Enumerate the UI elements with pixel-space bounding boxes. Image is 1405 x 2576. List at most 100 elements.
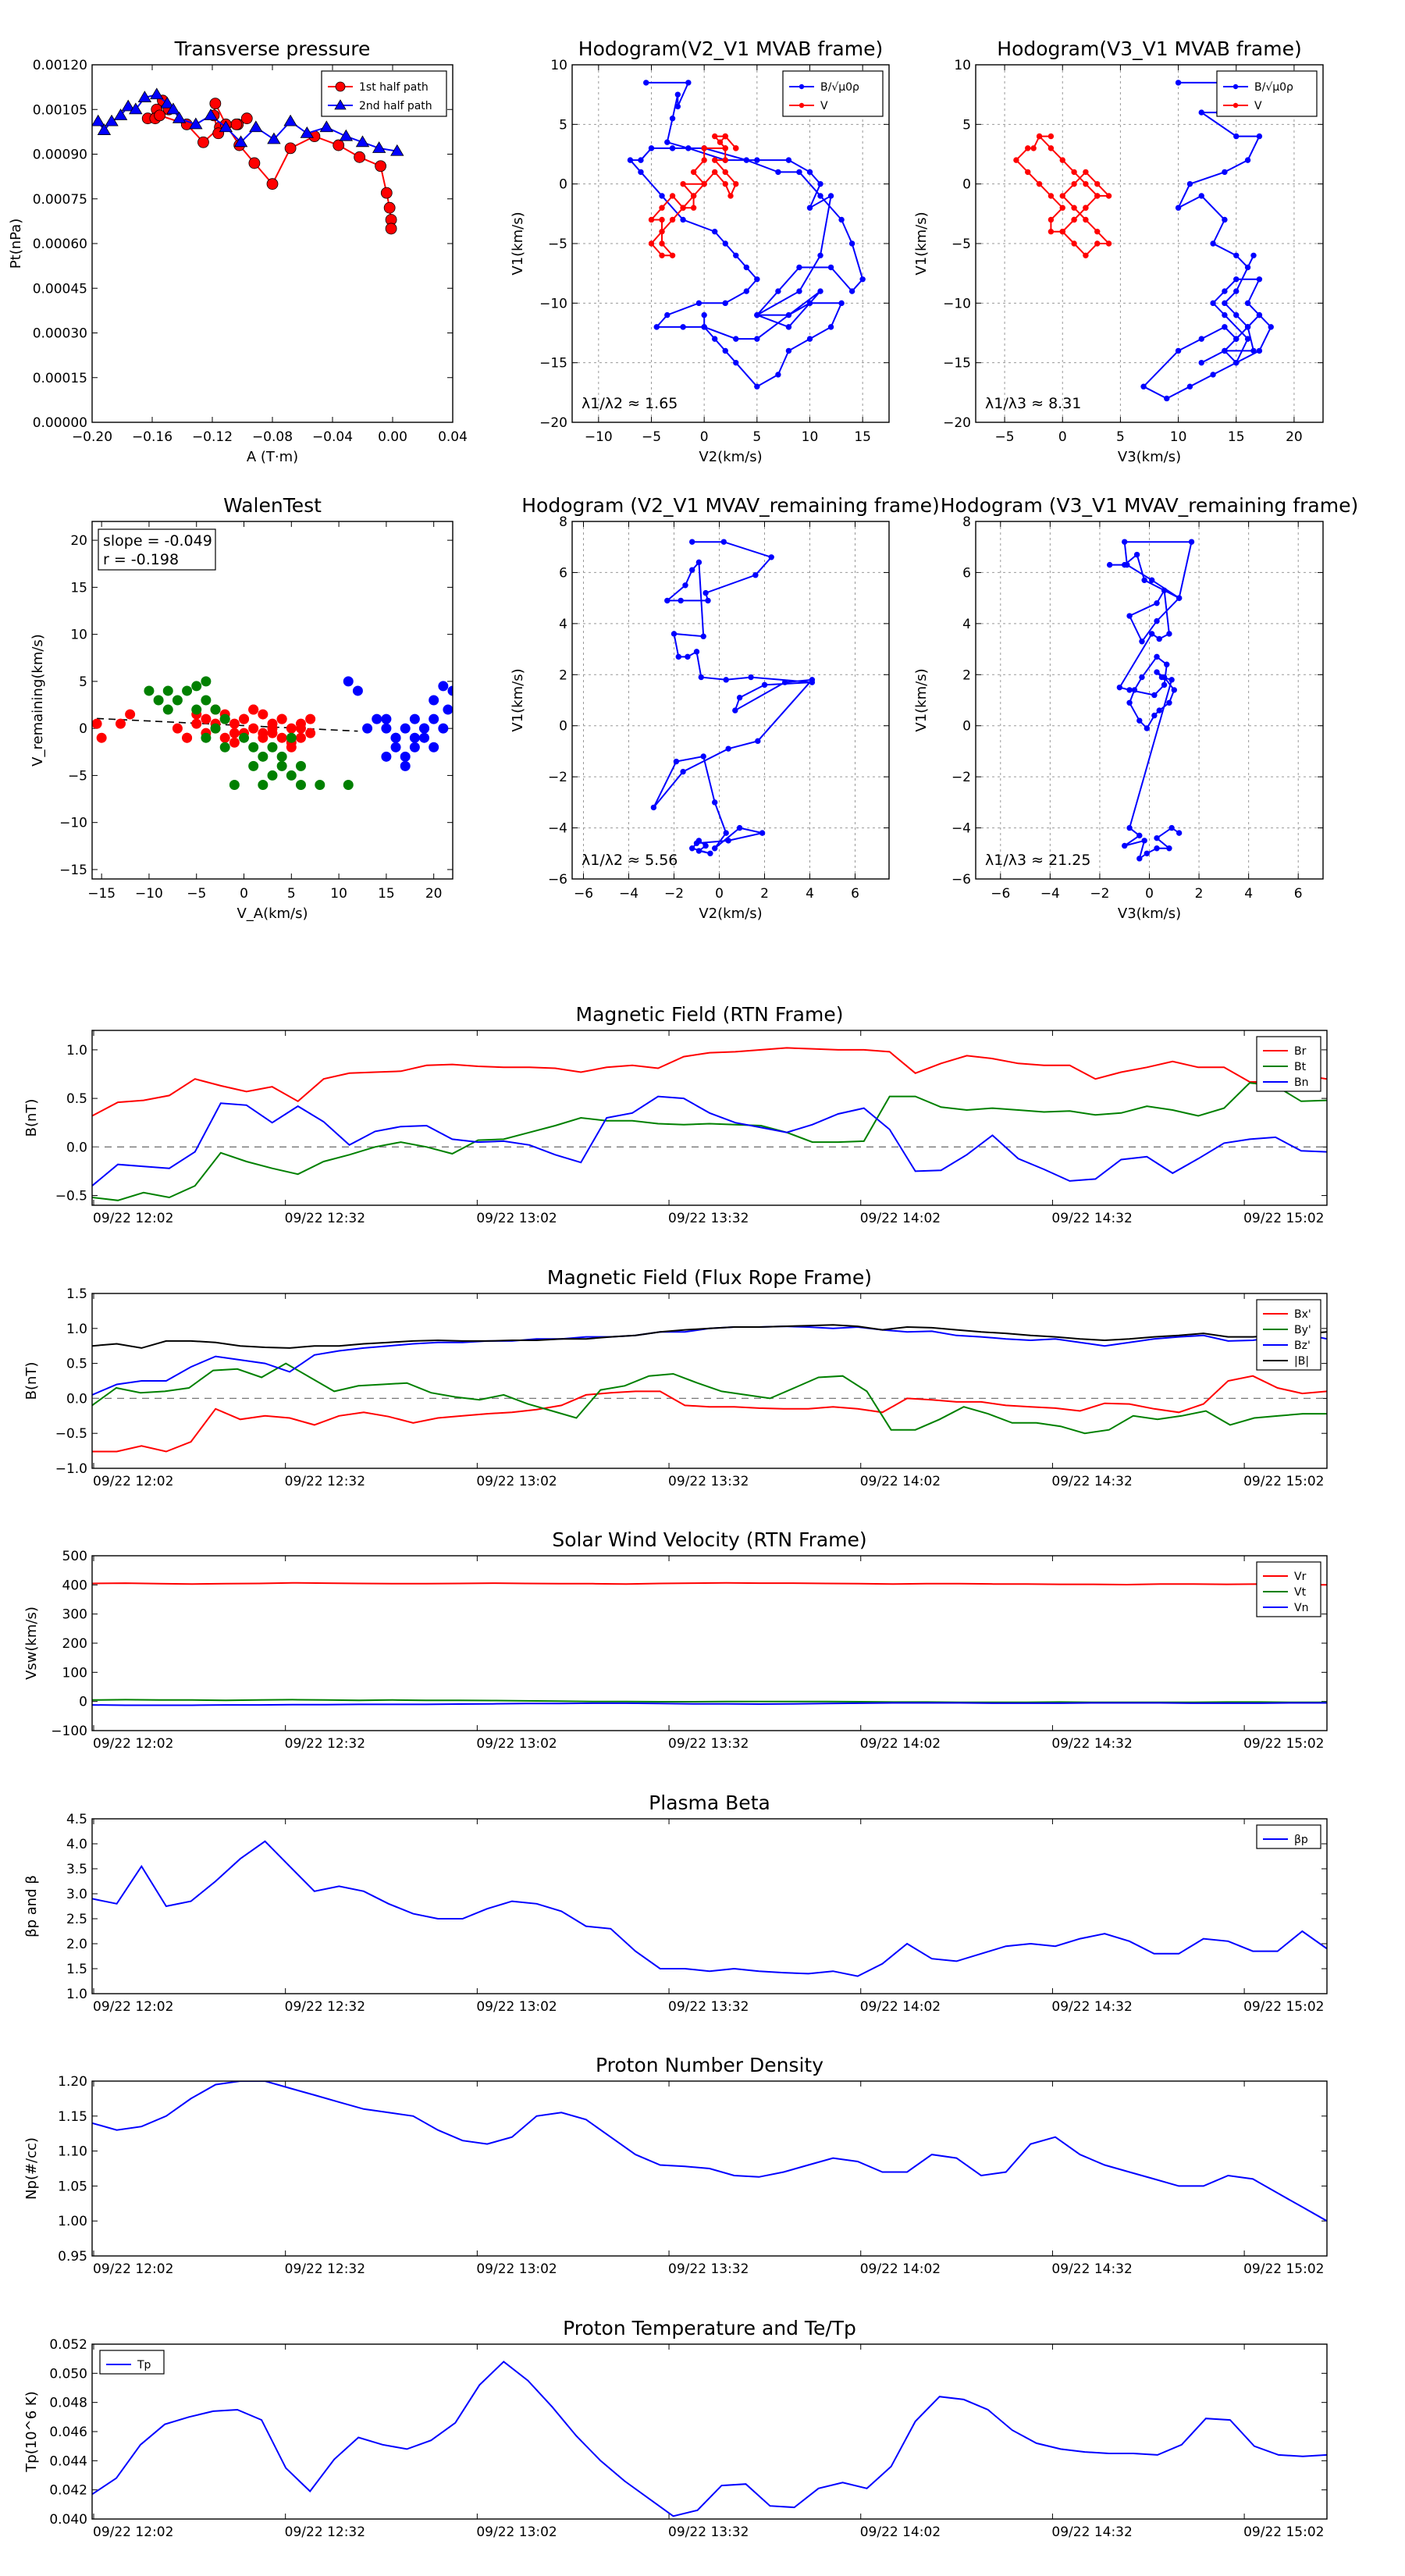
- series-bt-line: [92, 1082, 1327, 1201]
- data-point: [1094, 180, 1101, 187]
- data-point: [817, 180, 823, 187]
- data-point: [300, 126, 314, 138]
- plot-layer: [92, 2361, 1327, 2517]
- data-point: [233, 135, 248, 148]
- data-point: [674, 91, 681, 98]
- series-bn-line: [92, 1095, 1327, 1187]
- stats-box: [98, 528, 216, 571]
- data-point: [1198, 109, 1204, 116]
- data-point: [678, 597, 684, 604]
- legend-marker: [335, 81, 346, 92]
- data-point: [182, 685, 193, 696]
- data-point: [695, 559, 702, 566]
- y-tick-label: 2: [962, 667, 971, 683]
- data-point: [343, 779, 354, 790]
- data-point: [1105, 193, 1112, 199]
- data-point: [1154, 617, 1160, 624]
- data-point: [1071, 169, 1077, 176]
- data-point: [705, 597, 711, 604]
- data-point: [1059, 193, 1065, 199]
- plot-area: [572, 521, 889, 879]
- data-point: [653, 324, 660, 330]
- data-point: [743, 288, 749, 294]
- data-point: [775, 169, 781, 176]
- x-tick-label: 09/22 14:32: [1051, 1999, 1132, 2015]
- data-point: [817, 252, 823, 258]
- data-point: [717, 139, 724, 145]
- data-point: [1030, 145, 1037, 151]
- data-point: [1116, 684, 1123, 691]
- legend-label: B/√μ0ρ: [820, 81, 859, 94]
- data-point: [258, 709, 269, 720]
- chart-tp2: 0.040 0.042 0.044 0.046 0.048 0.050 0.052 09/22…: [23, 2317, 1328, 2540]
- data-point: [129, 102, 143, 115]
- y-tick-label: 15: [70, 580, 87, 596]
- data-point: [680, 180, 686, 187]
- data-point: [838, 216, 845, 223]
- data-point: [659, 229, 665, 235]
- y-tick-label: 5: [559, 117, 567, 133]
- data-point: [1141, 577, 1147, 583]
- x-tick-label: 09/22 12:32: [285, 1211, 365, 1226]
- x-tick-label: 0: [700, 429, 709, 445]
- y-tick-label: 0.00015: [33, 371, 87, 386]
- plot-layer: [1013, 80, 1274, 402]
- data-point: [1071, 216, 1077, 223]
- data-point: [1071, 180, 1077, 187]
- plot-area: [976, 65, 1323, 422]
- y-tick-label: −4: [951, 821, 971, 837]
- x-tick-label: 20: [425, 886, 443, 902]
- data-point: [248, 704, 259, 715]
- x-tick-label: −10: [585, 429, 613, 445]
- data-point: [219, 742, 230, 753]
- y-axis-label: B(nT): [23, 1099, 40, 1137]
- data-point: [673, 758, 680, 765]
- x-tick-label: 09/22 14:02: [860, 2524, 941, 2540]
- data-point: [669, 252, 676, 258]
- y-tick-label: 400: [62, 1578, 87, 1593]
- data-point: [659, 193, 665, 199]
- data-point: [305, 713, 316, 724]
- y-tick-label: −5: [68, 768, 87, 784]
- x-tick-label: −5: [187, 886, 206, 902]
- x-axis-label: V2(km/s): [699, 906, 762, 922]
- data-point: [267, 770, 278, 781]
- y-tick-label: 0.00090: [33, 148, 87, 163]
- data-point: [390, 732, 401, 743]
- data-point: [1059, 205, 1065, 211]
- data-point: [266, 178, 279, 190]
- data-point: [733, 336, 739, 342]
- legend-label: By': [1294, 1324, 1311, 1336]
- axes-frame: [91, 1293, 1328, 1469]
- data-point: [1071, 240, 1077, 247]
- data-point: [1136, 717, 1143, 724]
- legend-label: B/√μ0ρ: [1254, 81, 1293, 94]
- data-point: [680, 768, 686, 775]
- data-point: [725, 838, 731, 844]
- series--b--line: [92, 1324, 1327, 1349]
- data-point: [748, 674, 754, 681]
- data-point: [723, 830, 729, 836]
- legend-label: |B|: [1294, 1355, 1309, 1368]
- x-tick-label: 20: [1286, 429, 1303, 445]
- legend: Br Bt Bn: [1256, 1036, 1321, 1092]
- data-point: [258, 751, 269, 762]
- data-point: [1244, 300, 1251, 307]
- data-point: [648, 240, 655, 247]
- y-tick-label: −2: [548, 770, 567, 785]
- y-tick-label: 1.20: [58, 2074, 87, 2090]
- data-point: [239, 713, 250, 724]
- data-point: [438, 723, 449, 734]
- legend-box: [1216, 70, 1318, 117]
- data-point: [1140, 383, 1147, 390]
- x-tick-label: 09/22 14:32: [1051, 2524, 1132, 2540]
- y-tick-label: 1.05: [58, 2179, 87, 2194]
- data-point: [96, 732, 107, 743]
- data-point: [1071, 205, 1077, 211]
- data-point: [276, 751, 287, 762]
- data-point: [409, 742, 420, 753]
- x-tick-label: 5: [1116, 429, 1125, 445]
- data-point: [736, 695, 743, 701]
- data-point: [693, 649, 700, 655]
- legend-label: Vr: [1294, 1571, 1307, 1583]
